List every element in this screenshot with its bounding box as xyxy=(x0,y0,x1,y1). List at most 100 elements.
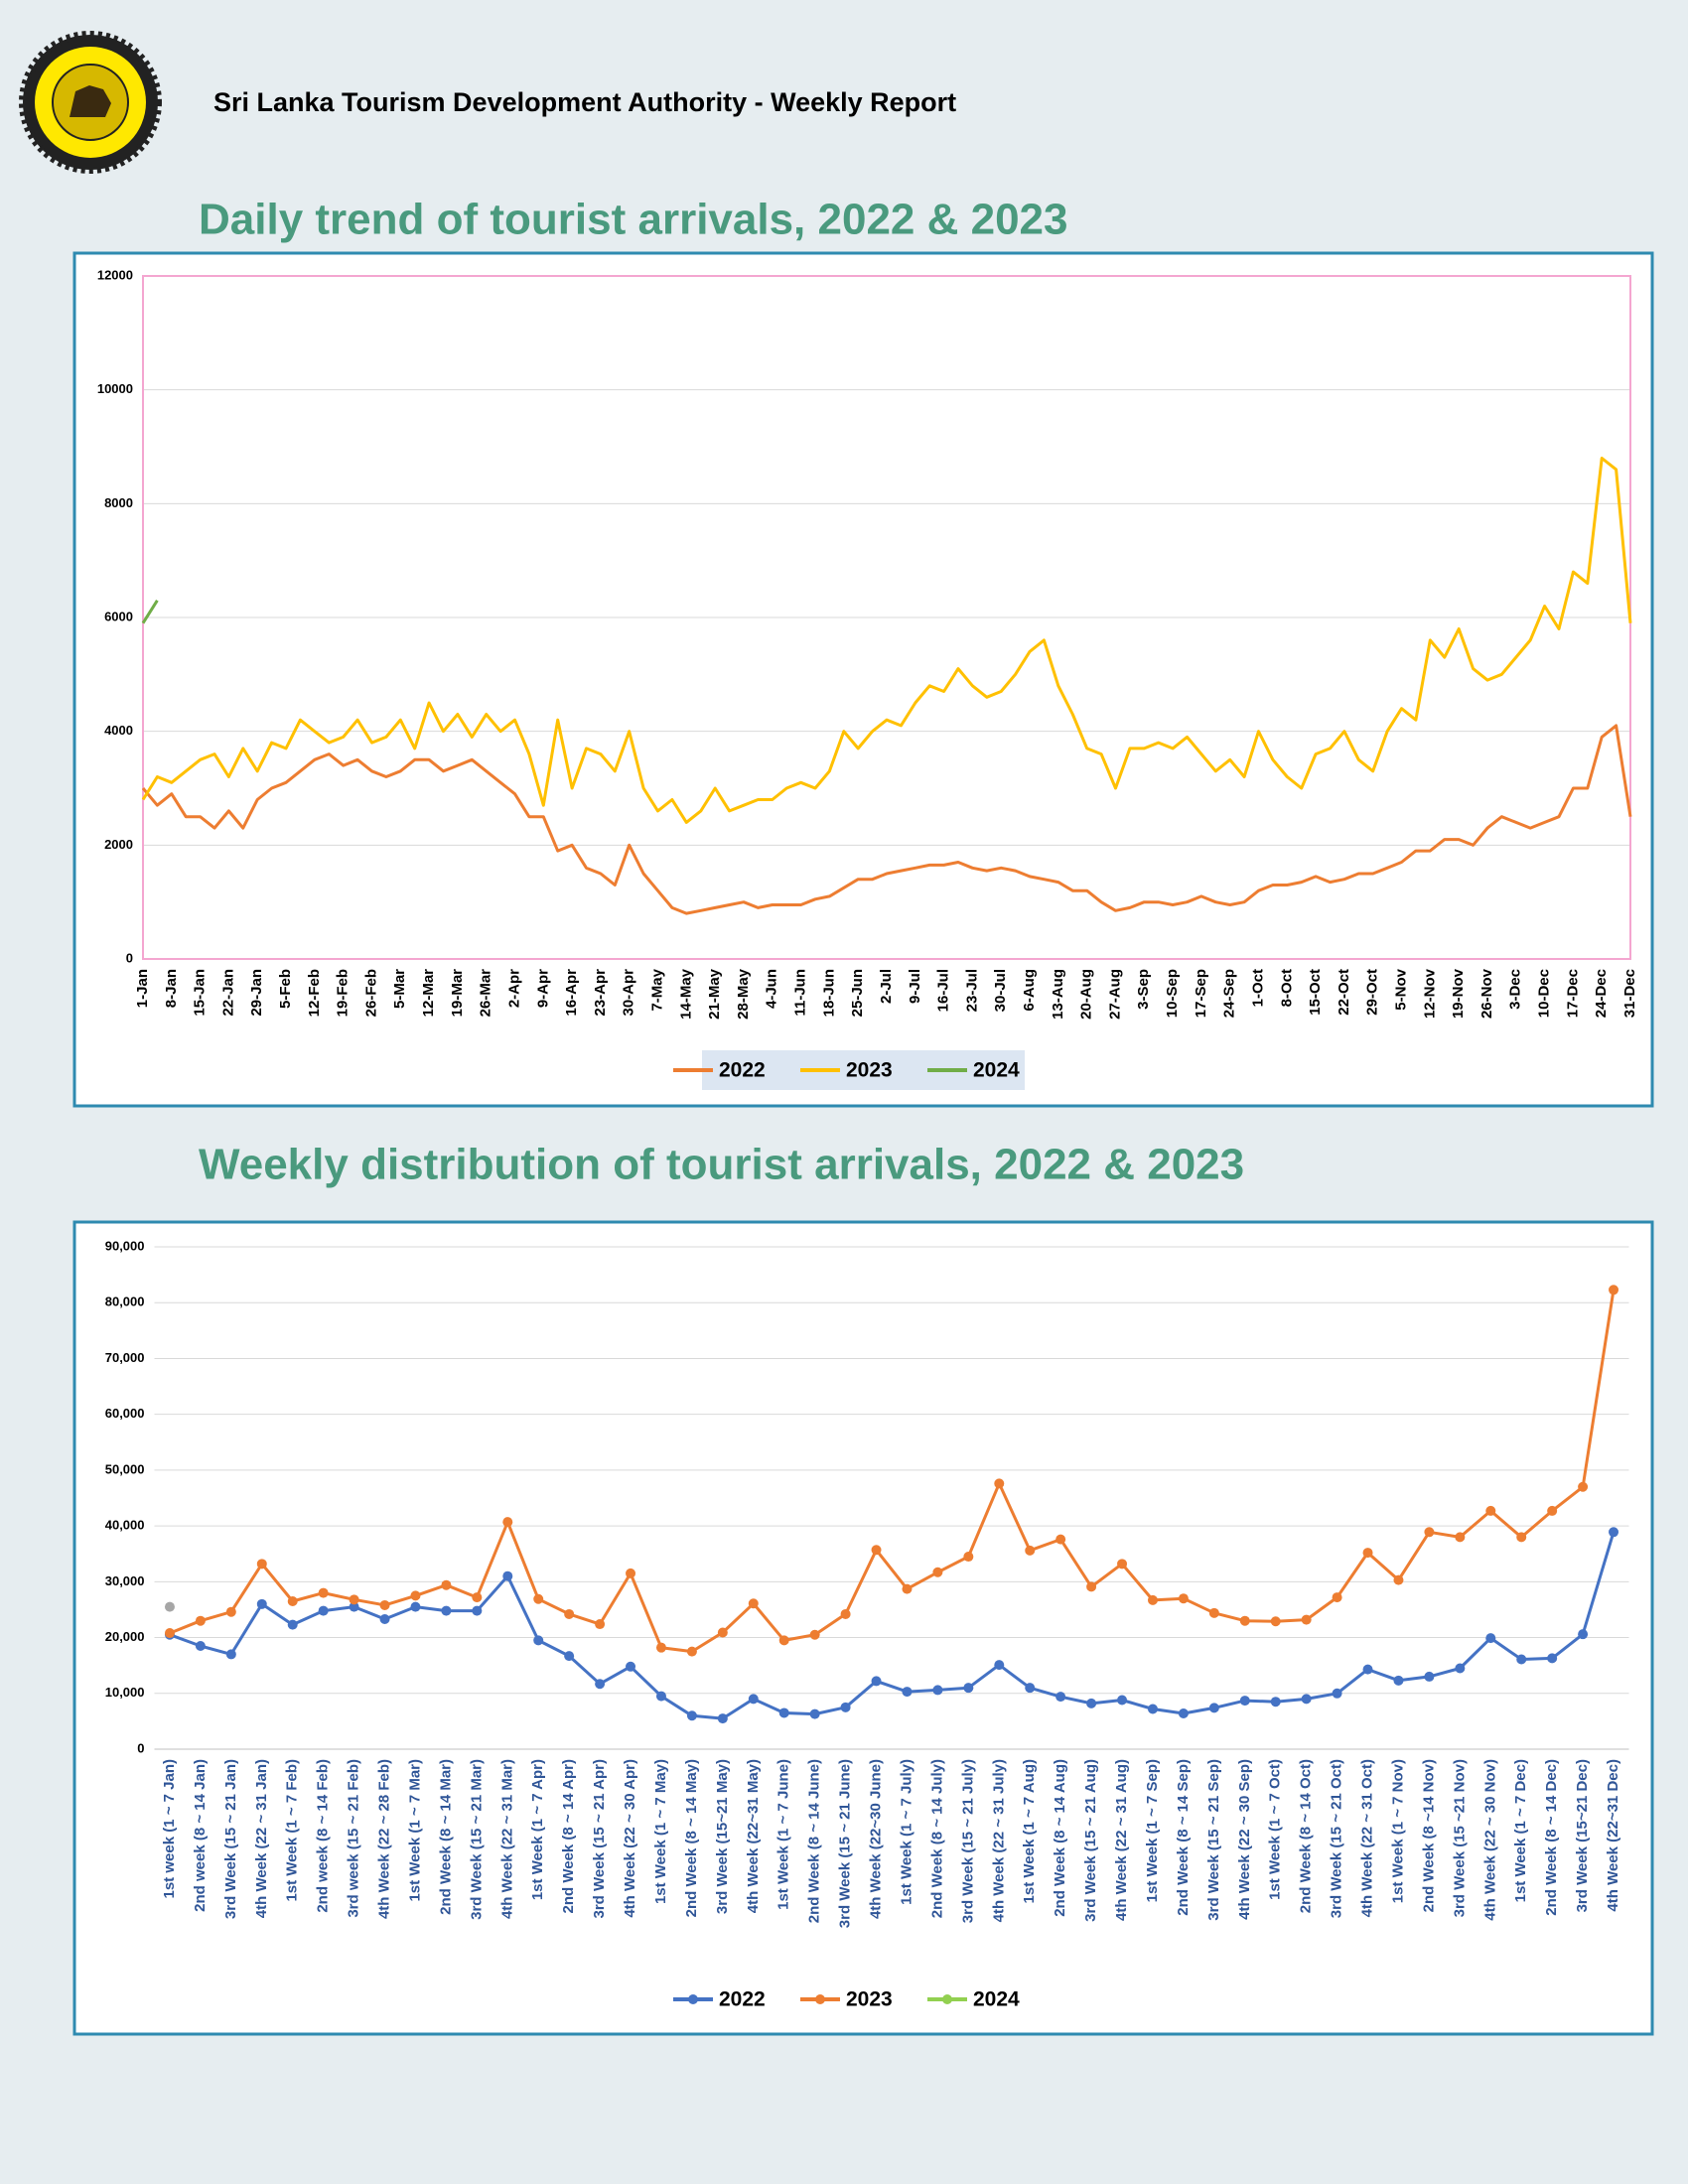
x-tick-label: 4-Jun xyxy=(764,969,780,1009)
x-tick-label: 4th Week (22 ~ 31 Oct) xyxy=(1359,1759,1376,1917)
data-point xyxy=(349,1594,359,1605)
x-tick-label: 22-Jan xyxy=(219,969,236,1017)
x-tick-label: 11-Jun xyxy=(792,969,809,1017)
y-tick-label: 20,000 xyxy=(105,1629,145,1644)
x-tick-label: 2-Jul xyxy=(878,969,895,1004)
data-point xyxy=(1578,1481,1589,1492)
x-tick-label: 31-Dec xyxy=(1621,969,1638,1018)
x-tick-label: 4th Week (22~31 Dec) xyxy=(1605,1759,1621,1912)
x-tick-label: 2nd Week (8 ~ 14 June) xyxy=(806,1759,823,1923)
x-tick-label: 4th Week (22 ~ 31 Aug) xyxy=(1113,1759,1130,1921)
data-point xyxy=(1424,1527,1435,1538)
x-tick-label: 1st Week (1 ~ 7 Mar) xyxy=(406,1759,423,1902)
data-point xyxy=(1301,1614,1312,1625)
data-point xyxy=(1178,1708,1189,1719)
x-tick-label: 2-Apr xyxy=(505,969,522,1008)
x-tick-label: 1-Oct xyxy=(1249,969,1266,1007)
data-point xyxy=(1055,1534,1066,1545)
y-tick-label: 12000 xyxy=(97,267,133,282)
data-point xyxy=(1393,1574,1404,1585)
x-tick-label: 15-Oct xyxy=(1307,969,1324,1016)
x-tick-label: 1st Week (1 ~ 7 June) xyxy=(775,1759,792,1910)
x-tick-label: 24-Sep xyxy=(1221,969,1238,1018)
x-tick-label: 27-Aug xyxy=(1106,969,1123,1020)
data-point xyxy=(1485,1505,1496,1516)
x-tick-label: 2nd Week (8 ~ 14 July) xyxy=(928,1759,945,1918)
x-tick-label: 4th Week (22 ~ 30 Nov) xyxy=(1481,1759,1498,1921)
data-point xyxy=(533,1635,544,1646)
y-tick-label: 60,000 xyxy=(105,1406,145,1421)
x-tick-label: 5-Mar xyxy=(391,969,408,1009)
data-point xyxy=(902,1687,913,1698)
data-point xyxy=(994,1478,1005,1489)
data-point xyxy=(1025,1683,1036,1694)
x-tick-label: 15-Jan xyxy=(192,969,209,1017)
x-tick-label: 3rd Week (15 ~ 21 July) xyxy=(959,1759,976,1923)
x-tick-label: 29-Jan xyxy=(248,969,265,1017)
data-point xyxy=(195,1640,206,1651)
x-tick-label: 16-Jul xyxy=(935,969,952,1012)
logo xyxy=(19,31,162,174)
data-point xyxy=(871,1676,882,1687)
data-point xyxy=(1025,1545,1036,1556)
data-point xyxy=(778,1707,789,1718)
y-tick-label: 6000 xyxy=(104,609,133,623)
legend-label: 2024 xyxy=(973,1988,1020,2011)
x-tick-label: 22-Oct xyxy=(1336,969,1352,1016)
data-point xyxy=(410,1590,421,1601)
x-tick-label: 1st Week (1 ~ 7 Aug) xyxy=(1021,1759,1038,1903)
data-point xyxy=(1393,1675,1404,1686)
series-line xyxy=(141,457,1632,824)
y-tick-label: 0 xyxy=(137,1740,144,1755)
data-point xyxy=(1117,1695,1128,1706)
data-point xyxy=(1332,1592,1342,1603)
x-tick-label: 17-Dec xyxy=(1564,969,1581,1018)
y-tick-label: 70,000 xyxy=(105,1350,145,1365)
x-tick-label: 19-Nov xyxy=(1450,968,1467,1019)
x-tick-label: 4th Week (22~30 June) xyxy=(868,1759,885,1919)
data-point xyxy=(1485,1633,1496,1644)
data-point xyxy=(871,1545,882,1556)
y-tick-label: 30,000 xyxy=(105,1573,145,1588)
data-point xyxy=(1147,1704,1158,1714)
x-tick-label: 4th Week (22 ~ 28 Feb) xyxy=(376,1759,393,1919)
x-tick-label: 10-Dec xyxy=(1536,969,1553,1018)
data-point xyxy=(626,1661,636,1672)
data-point xyxy=(256,1559,267,1570)
x-tick-label: 3-Dec xyxy=(1507,969,1524,1010)
data-point xyxy=(932,1567,943,1577)
x-tick-label: 4th Week (22~31 May) xyxy=(745,1759,762,1913)
x-tick-label: 2nd Week (8 ~ 14 May) xyxy=(683,1759,700,1917)
x-tick-label: 2nd Week (8 ~ 14 Aug) xyxy=(1052,1759,1068,1917)
data-point xyxy=(164,1628,175,1639)
x-tick-label: 2nd Week (8 ~ 14 Dec) xyxy=(1543,1759,1560,1916)
x-tick-label: 3rd Week (15 ~ 21 June) xyxy=(837,1759,854,1928)
data-point xyxy=(287,1596,298,1607)
data-point xyxy=(1516,1532,1527,1543)
chart-title: Weekly distribution of tourist arrivals,… xyxy=(199,1141,1244,1189)
x-tick-label: 3rd Week (15 ~ 21 Mar) xyxy=(468,1759,485,1920)
y-tick-label: 40,000 xyxy=(105,1518,145,1533)
data-point xyxy=(256,1598,267,1609)
data-point xyxy=(1270,1616,1281,1627)
x-tick-label: 2nd week (8 ~ 14 Feb) xyxy=(315,1759,332,1913)
data-point xyxy=(595,1679,606,1690)
data-point xyxy=(840,1702,851,1712)
data-point xyxy=(1547,1653,1558,1664)
x-tick-label: 4th Week (22 ~ 31 Mar) xyxy=(498,1759,515,1919)
data-point xyxy=(778,1635,789,1646)
data-point xyxy=(349,1601,359,1612)
data-point xyxy=(502,1570,513,1581)
x-tick-label: 14-May xyxy=(677,968,694,1020)
x-tick-label: 2nd Week (8 ~ 14 Oct) xyxy=(1298,1759,1315,1913)
data-point xyxy=(1117,1559,1128,1570)
x-tick-label: 3rd Week (15 ~ 21 Apr) xyxy=(591,1759,608,1919)
data-point xyxy=(1055,1692,1066,1703)
data-point xyxy=(686,1710,697,1721)
data-point xyxy=(717,1713,728,1724)
data-point xyxy=(502,1517,513,1528)
data-point xyxy=(1086,1698,1097,1708)
x-tick-label: 1st Week (1 ~ 7 Oct) xyxy=(1267,1759,1284,1900)
data-point xyxy=(441,1605,452,1616)
